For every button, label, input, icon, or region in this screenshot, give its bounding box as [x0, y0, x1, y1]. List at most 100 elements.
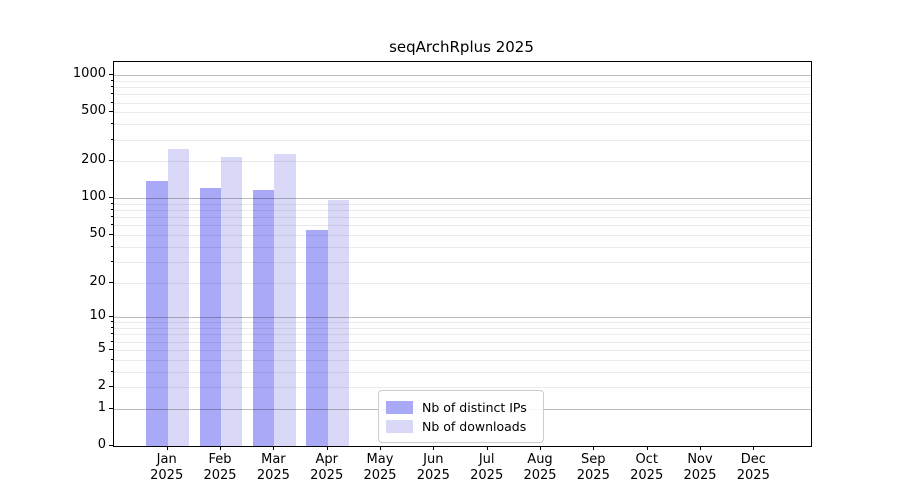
y-tick-label-200: 200	[81, 152, 106, 168]
legend-swatch-distinct-ips	[386, 400, 413, 414]
y-tick-600	[110, 101, 113, 103]
y-tick-6	[110, 340, 113, 342]
plot-area: Nb of distinct IPs Nb of downloads	[113, 61, 812, 447]
gridline-y-2	[114, 387, 811, 388]
gridline-y-5	[114, 349, 811, 351]
gridline-y-50	[114, 234, 811, 236]
y-tick-0	[109, 445, 113, 446]
legend-label: Nb of downloads	[422, 418, 527, 434]
y-tick-9	[110, 321, 113, 323]
x-tick-label-mar: Mar 2025	[256, 452, 290, 483]
y-tick-3	[110, 370, 113, 372]
x-tick-label-may: May 2025	[363, 452, 397, 483]
x-tick-jan	[166, 446, 168, 450]
x-tick-oct	[646, 446, 648, 450]
y-tick-label-1: 1	[97, 399, 106, 415]
y-tick-2	[109, 386, 113, 387]
bar-downloads-apr	[327, 199, 349, 446]
y-tick-400	[110, 123, 113, 125]
y-tick-label-0: 0	[97, 437, 106, 452]
y-tick-8	[110, 327, 113, 328]
y-tick-70	[110, 216, 113, 218]
gridline-y-600	[114, 102, 811, 104]
gridline-y-20	[114, 282, 811, 284]
x-tick-label-jan: Jan 2025	[150, 452, 184, 483]
y-tick-label-2: 2	[97, 378, 106, 393]
gridline-y-40	[114, 246, 811, 248]
x-tick-jul	[486, 446, 488, 450]
gridline-y-90	[114, 203, 811, 205]
legend-item-distinct-ips: Nb of distinct IPs	[386, 398, 535, 416]
gridline-y-300	[114, 139, 811, 141]
legend-item-downloads: Nb of downloads	[386, 417, 535, 435]
y-tick-200	[109, 160, 113, 162]
y-tick-40	[110, 245, 113, 247]
legend-swatch-downloads	[386, 419, 413, 433]
y-tick-7	[110, 333, 113, 335]
legend-label: Nb of distinct IPs	[422, 399, 527, 415]
y-tick-label-500: 500	[81, 103, 106, 119]
x-tick-aug	[540, 446, 541, 450]
x-tick-label-jun: Jun 2025	[416, 452, 450, 483]
gridline-y-500	[114, 112, 811, 114]
gridline-y-70	[114, 217, 811, 219]
gridline-y-400	[114, 124, 811, 126]
gridline-y-80	[114, 210, 811, 212]
bar-downloads-feb	[221, 156, 243, 446]
gridline-y-10	[114, 317, 811, 319]
x-tick-may	[380, 446, 381, 450]
y-tick-label-1000: 1000	[72, 66, 106, 82]
y-tick-label-10: 10	[89, 308, 106, 324]
y-tick-700	[110, 93, 113, 95]
gridline-y-800	[114, 87, 811, 89]
y-tick-800	[110, 86, 113, 88]
gridline-y-8	[114, 328, 811, 329]
x-tick-label-feb: Feb 2025	[203, 452, 237, 483]
gridline-y-200	[114, 161, 811, 163]
y-tick-100	[109, 197, 113, 199]
legend: Nb of distinct IPs Nb of downloads	[378, 390, 544, 443]
y-tick-10	[109, 316, 113, 318]
gridline-y-3	[114, 371, 811, 373]
bar-distinct-ips-apr	[306, 229, 328, 446]
bar-distinct-ips-jan	[146, 181, 168, 446]
chart-title: seqArchRplus 2025	[389, 38, 534, 56]
x-tick-label-nov: Nov 2025	[683, 452, 717, 483]
x-tick-jun	[433, 446, 435, 450]
y-tick-500	[109, 111, 113, 113]
gridline-y-100	[114, 198, 811, 200]
gridline-y-60	[114, 225, 811, 227]
bar-downloads-jan	[167, 149, 189, 446]
gridline-y-6	[114, 341, 811, 343]
y-tick-300	[110, 138, 113, 140]
bar-distinct-ips-feb	[199, 187, 221, 446]
gridline-y-7	[114, 334, 811, 336]
y-tick-label-20: 20	[89, 273, 106, 289]
bar-distinct-ips-mar	[253, 189, 275, 446]
y-tick-4	[110, 358, 113, 360]
y-tick-20	[109, 281, 113, 283]
x-tick-apr	[326, 446, 328, 450]
x-tick-label-dec: Dec 2025	[736, 452, 770, 483]
gridline-y-700	[114, 94, 811, 96]
gridline-y-1000	[114, 75, 811, 77]
y-tick-1000	[109, 74, 113, 76]
y-tick-80	[110, 209, 113, 211]
x-tick-nov	[700, 446, 701, 450]
x-tick-label-sep: Sep 2025	[576, 452, 610, 483]
x-tick-label-jul: Jul 2025	[470, 452, 504, 483]
y-tick-5	[109, 348, 113, 350]
y-tick-label-50: 50	[89, 225, 106, 241]
y-tick-label-5: 5	[97, 340, 106, 356]
x-tick-label-aug: Aug 2025	[523, 452, 557, 483]
gridline-y-900	[114, 80, 811, 82]
x-tick-dec	[753, 446, 755, 450]
y-tick-30	[110, 260, 113, 262]
gridline-y-9	[114, 322, 811, 324]
x-tick-mar	[273, 446, 275, 450]
y-tick-90	[110, 202, 113, 204]
y-tick-label-100: 100	[81, 189, 106, 205]
y-tick-1	[109, 407, 113, 409]
y-tick-50	[109, 233, 113, 235]
gridline-y-4	[114, 359, 811, 361]
